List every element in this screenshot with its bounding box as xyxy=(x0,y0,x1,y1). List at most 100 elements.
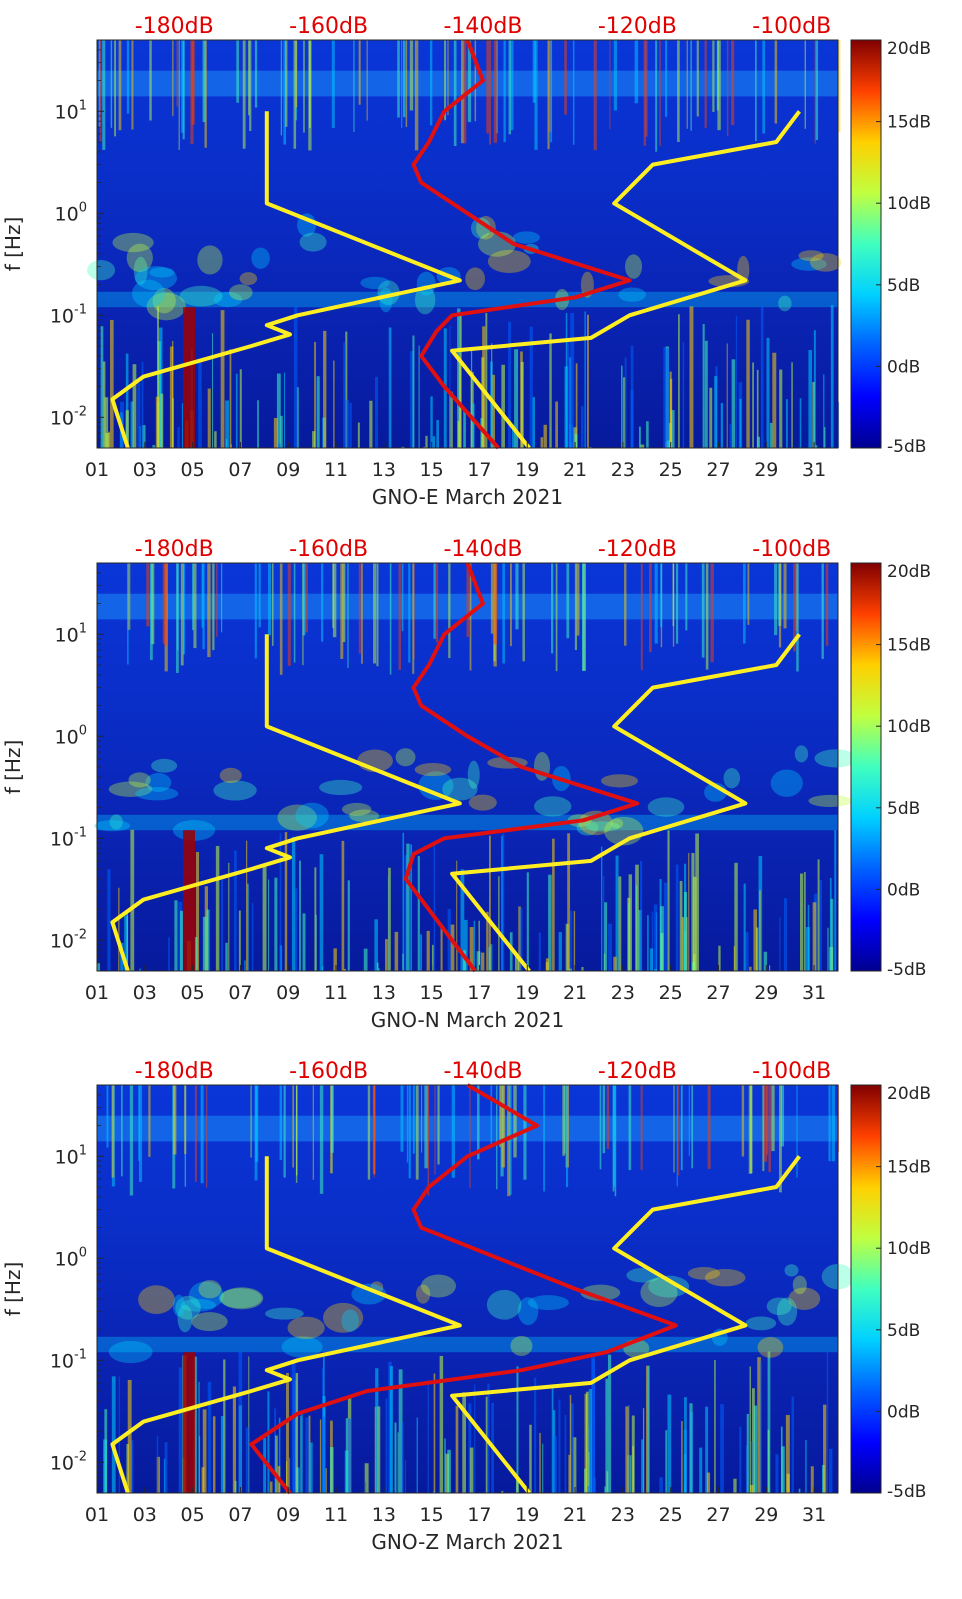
microseism-blob xyxy=(580,1284,621,1301)
hf-streak xyxy=(532,40,536,103)
x-tick-label: 03 xyxy=(133,1504,157,1526)
spectrogram-streak xyxy=(791,1396,794,1493)
microseism-blob xyxy=(213,291,243,308)
microseism-blob xyxy=(414,285,436,315)
spectrogram-streak xyxy=(760,1361,762,1493)
spectrogram-streak xyxy=(468,1403,472,1493)
spectrogram-streak xyxy=(107,869,111,971)
spectrogram-streak xyxy=(623,377,626,448)
hf-streak xyxy=(609,40,611,130)
spectrogram-streak xyxy=(669,378,673,448)
hf-streak xyxy=(302,563,306,636)
y-axis-label: f [Hz] xyxy=(1,1262,25,1317)
spectrogram-streak xyxy=(178,1367,183,1493)
microseism-blob xyxy=(287,1316,325,1340)
spectrogram-streak xyxy=(592,1358,596,1493)
spectrogram-streak xyxy=(394,1422,397,1493)
spectrogram-streak xyxy=(745,932,749,971)
x-tick-label: 25 xyxy=(659,1504,683,1526)
x-tick-label: 29 xyxy=(754,459,778,481)
spectrogram-streak xyxy=(172,398,174,448)
hf-streak xyxy=(340,563,344,659)
x-tick-label: 15 xyxy=(420,982,444,1004)
spectrogram-streak xyxy=(539,1432,541,1493)
hf-streak xyxy=(628,1085,632,1171)
hf-streak xyxy=(429,40,433,126)
hf-streak xyxy=(551,563,554,654)
spectrogram-streak xyxy=(558,932,562,971)
spectrogram-streak xyxy=(449,391,453,448)
spectrogram-streak xyxy=(480,418,484,448)
spectrogram-streak xyxy=(564,366,568,448)
spectrogram-streak xyxy=(118,1376,120,1493)
hf-streak xyxy=(490,563,494,634)
hf-streak xyxy=(581,563,585,671)
spectrogram-streak xyxy=(333,948,337,971)
x-tick-label: 19 xyxy=(515,1504,539,1526)
hf-streak xyxy=(279,563,283,675)
hf-streak xyxy=(486,40,490,134)
hf-streak xyxy=(606,1085,610,1149)
panel-gno-z: 01 03 05 07 09 11 13 15 17 19 21 23 25 27 29 31 GNO-Z Ma… xyxy=(1,1059,931,1554)
hf-streak xyxy=(202,563,205,650)
spectrogram-streak xyxy=(274,877,278,971)
spectrogram-streak xyxy=(319,1419,322,1493)
spectrogram-streak xyxy=(663,346,667,448)
microseism-blob xyxy=(191,1312,228,1332)
spectrogram-streak xyxy=(169,346,174,448)
microseism-blob xyxy=(149,267,175,278)
colorbar-label: 10dB xyxy=(887,1239,931,1259)
spectrogram-streak xyxy=(404,1460,407,1493)
spectrogram-streak xyxy=(469,927,474,971)
hf-streak xyxy=(202,40,206,123)
top-db-label: -160dB xyxy=(289,1059,368,1084)
spectrogram-streak xyxy=(247,883,249,971)
spectrogram-streak xyxy=(302,913,306,971)
hf-streak xyxy=(295,1085,298,1183)
hf-streak xyxy=(127,563,129,665)
spectrogram-streak xyxy=(785,1415,790,1493)
spectrogram-streak xyxy=(651,911,654,971)
x-tick-label: 19 xyxy=(515,459,539,481)
spectrogram-streak xyxy=(704,340,708,448)
microseism-blob xyxy=(213,780,257,801)
hf-streak xyxy=(463,40,467,144)
microseism-blob xyxy=(277,804,317,831)
spectrogram-streak xyxy=(278,1417,281,1493)
hf-streak xyxy=(192,563,194,631)
hf-streak xyxy=(796,1085,798,1178)
hf-streak xyxy=(308,40,312,151)
spectrogram-streak xyxy=(538,932,541,971)
hf-streak xyxy=(118,40,122,131)
x-tick-label: 01 xyxy=(85,982,109,1004)
spectrogram-streak xyxy=(417,856,420,971)
median-psd-line xyxy=(249,1083,678,1495)
spectrogram-streak xyxy=(459,313,462,448)
spectrogram-streak xyxy=(718,945,721,971)
hf-streak xyxy=(469,1085,471,1189)
x-tick-label: 11 xyxy=(324,459,348,481)
spectrogram-streak xyxy=(347,880,350,971)
hf-streak xyxy=(148,1085,151,1157)
spectrogram-streak xyxy=(752,362,754,448)
hf-streak xyxy=(248,40,250,116)
hf-streak xyxy=(258,563,261,628)
hf-streak xyxy=(515,563,519,630)
spectrogram-streak xyxy=(439,1355,444,1493)
hf-streak xyxy=(493,40,498,143)
microseism-blob xyxy=(640,1278,678,1307)
microseism-blob xyxy=(341,1309,359,1333)
colorbar-label: 5dB xyxy=(887,799,920,819)
top-db-label: -160dB xyxy=(289,537,368,562)
x-tick-label: 13 xyxy=(372,459,396,481)
hf-streak xyxy=(564,40,567,115)
x-tick-label: 09 xyxy=(276,1504,300,1526)
hf-streak xyxy=(576,563,580,636)
microseism-blob xyxy=(776,1297,798,1326)
y-tick-label: 10-1 xyxy=(50,302,87,327)
microseism-blob xyxy=(486,1289,522,1320)
spectrogram-streak xyxy=(613,956,617,971)
spectrogram-streak xyxy=(834,830,837,971)
x-tick-label: 21 xyxy=(563,1504,587,1526)
spectrogram-streak xyxy=(193,1356,197,1493)
